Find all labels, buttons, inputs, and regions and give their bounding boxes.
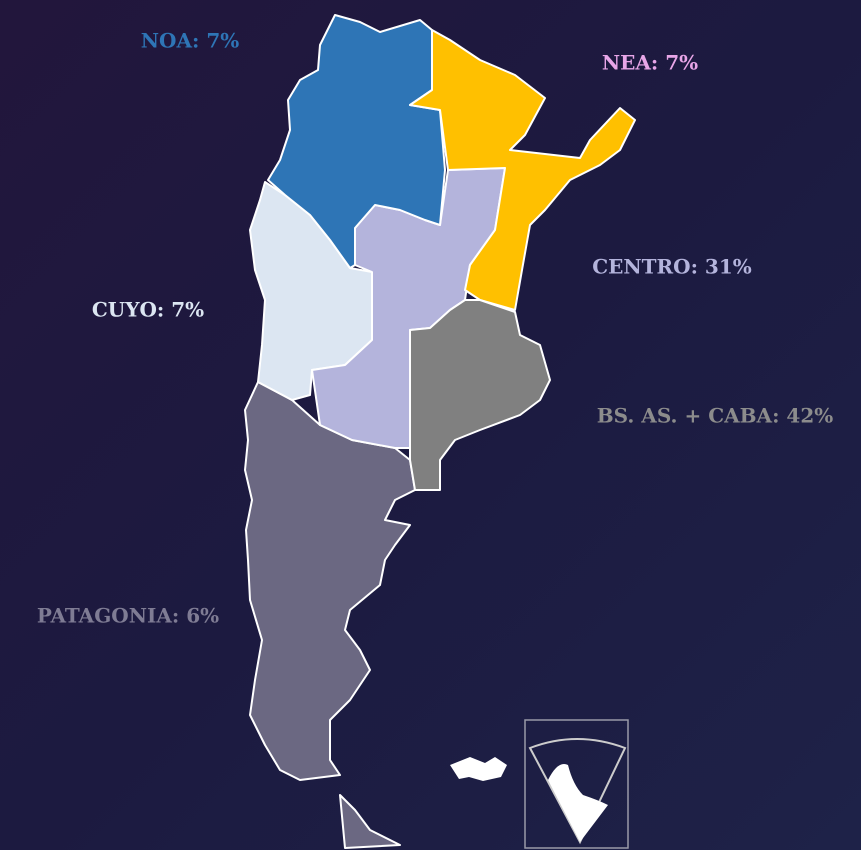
inset-sector	[528, 738, 627, 845]
label-centro: CENTRO: 31%	[592, 255, 752, 279]
label-cuyo: CUYO: 7%	[92, 298, 204, 322]
label-bsas: BS. AS. + CABA: 42%	[597, 404, 834, 428]
inset-box	[524, 719, 629, 849]
label-patagonia: PATAGONIA: 6%	[37, 604, 219, 628]
label-noa: NOA: 7%	[141, 29, 240, 53]
region-buenos-aires	[409, 299, 551, 491]
falklands	[450, 757, 507, 781]
region-tierra-del-fuego	[339, 794, 401, 849]
region-noa	[267, 14, 446, 269]
inset-land	[548, 764, 608, 842]
label-nea: NEA: 7%	[602, 51, 698, 75]
region-nea	[409, 29, 636, 311]
